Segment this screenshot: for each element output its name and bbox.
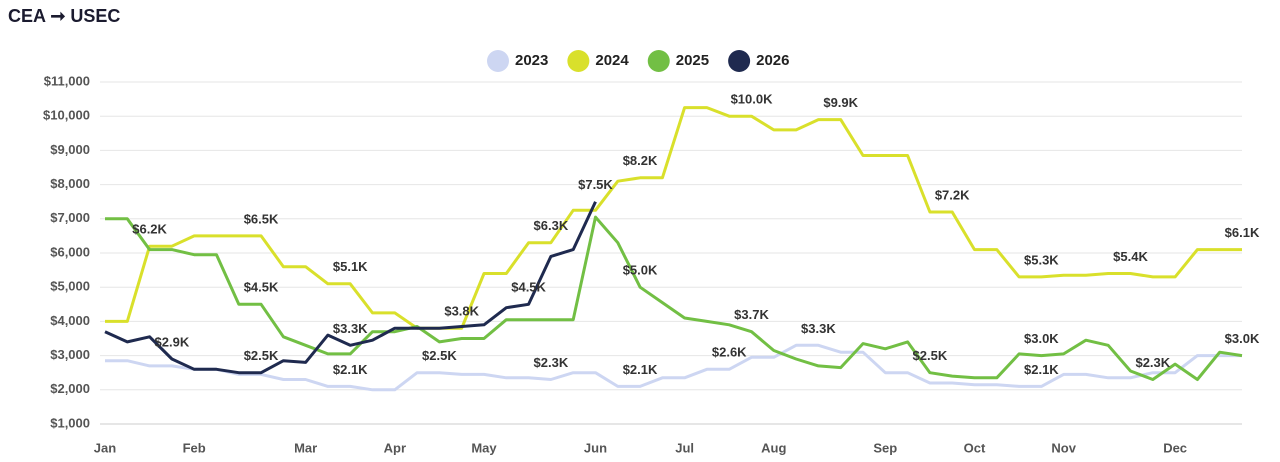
y-tick-label: $5,000: [50, 279, 90, 294]
legend-label: 2024: [595, 52, 629, 69]
y-tick-label: $10,000: [43, 108, 90, 123]
data-label: $2.1K: [333, 362, 368, 377]
data-label: $7.2K: [935, 187, 970, 202]
y-tick-label: $3,000: [50, 347, 90, 362]
data-label: $3.3K: [801, 321, 836, 336]
legend-label: 2025: [676, 52, 709, 69]
data-label: $5.4K: [1113, 249, 1148, 264]
series-line: [105, 343, 1242, 392]
data-label: $5.0K: [623, 263, 658, 278]
legend-swatch: [567, 50, 590, 72]
data-label: $5.3K: [1024, 252, 1059, 267]
x-tick-label: Jun: [584, 440, 607, 455]
data-label: $2.9K: [155, 334, 190, 349]
x-tick-label: Jan: [94, 440, 116, 455]
y-tick-label: $8,000: [50, 176, 90, 191]
data-label: $3.7K: [734, 307, 769, 322]
legend-swatch: [728, 50, 751, 72]
data-label: $9.9K: [823, 95, 858, 110]
data-label: $3.8K: [444, 304, 479, 319]
x-tick-label: Jul: [675, 440, 694, 455]
x-tick-label: Apr: [384, 440, 406, 455]
y-tick-label: $11,000: [44, 73, 90, 88]
data-label: $2.5K: [913, 348, 948, 363]
data-label: $2.6K: [712, 345, 747, 360]
series-line: [105, 215, 1243, 381]
y-tick-label: $6,000: [50, 244, 90, 259]
data-label: $2.1K: [623, 362, 658, 377]
legend-label: 2023: [515, 52, 548, 69]
data-label: $5.1K: [333, 259, 368, 274]
legend-label: 2026: [756, 52, 789, 69]
series-line: [105, 106, 1242, 330]
data-label: $6.1K: [1225, 225, 1260, 240]
data-label: $7.5K: [578, 177, 613, 192]
x-tick-label: Mar: [294, 440, 317, 455]
data-label: $2.3K: [1135, 355, 1170, 370]
x-tick-label: Nov: [1051, 440, 1076, 455]
y-tick-label: $7,000: [50, 210, 90, 225]
data-label: $3.0K: [1024, 331, 1059, 346]
x-tick-label: Sep: [873, 440, 897, 455]
y-tick-label: $2,000: [50, 381, 90, 396]
data-label: $10.0K: [731, 92, 774, 107]
data-label: $3.0K: [1225, 331, 1260, 346]
x-tick-label: May: [471, 440, 497, 455]
data-label: $6.2K: [132, 222, 167, 237]
data-label: $6.5K: [244, 211, 279, 226]
data-label: $2.3K: [534, 355, 569, 370]
data-label: $6.3K: [534, 218, 569, 233]
data-label: $4.5K: [511, 280, 546, 295]
chart-title: CEA ➞ USEC: [8, 6, 120, 26]
y-tick-label: $9,000: [50, 142, 90, 157]
data-label: $2.5K: [244, 348, 279, 363]
x-tick-label: Feb: [183, 440, 206, 455]
x-tick-label: Aug: [761, 440, 786, 455]
x-tick-label: Oct: [964, 440, 986, 455]
legend-swatch: [487, 50, 509, 72]
data-label: $4.5K: [244, 280, 279, 295]
y-tick-label: $4,000: [50, 313, 90, 328]
x-tick-label: Dec: [1163, 440, 1187, 455]
data-label: $2.1K: [1024, 362, 1059, 377]
series-line: [104, 201, 597, 375]
data-label: $3.3K: [333, 321, 368, 336]
legend-swatch: [647, 50, 670, 72]
data-label: $8.2K: [623, 153, 658, 168]
data-label: $2.5K: [422, 348, 457, 363]
y-tick-label: $1,000: [50, 415, 90, 430]
